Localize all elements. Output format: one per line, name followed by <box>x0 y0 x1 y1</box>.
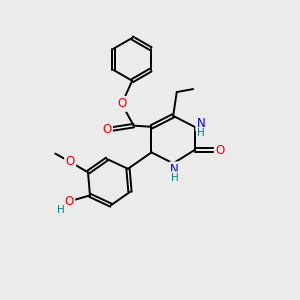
Text: H: H <box>197 128 205 138</box>
Text: O: O <box>117 98 126 110</box>
Text: O: O <box>102 123 112 136</box>
Text: H: H <box>171 172 178 183</box>
Text: N: N <box>170 163 179 176</box>
Text: O: O <box>65 155 75 168</box>
Text: N: N <box>197 117 206 130</box>
Text: H: H <box>57 205 65 215</box>
Text: O: O <box>215 143 224 157</box>
Text: O: O <box>64 195 74 208</box>
